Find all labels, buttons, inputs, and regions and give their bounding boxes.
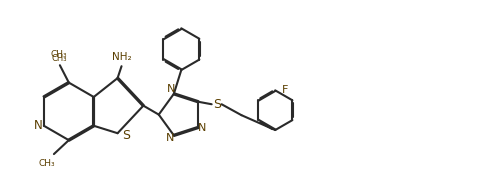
Text: N: N xyxy=(165,133,174,143)
Text: CH₃: CH₃ xyxy=(38,159,55,168)
Text: CH₃: CH₃ xyxy=(51,50,67,59)
Text: F: F xyxy=(282,85,288,95)
Text: N: N xyxy=(167,84,176,94)
Text: CH₃: CH₃ xyxy=(51,54,67,63)
Text: S: S xyxy=(214,98,221,111)
Text: N: N xyxy=(198,123,206,133)
Text: NH₂: NH₂ xyxy=(112,52,132,62)
Text: S: S xyxy=(122,129,130,142)
Text: N: N xyxy=(33,119,42,132)
